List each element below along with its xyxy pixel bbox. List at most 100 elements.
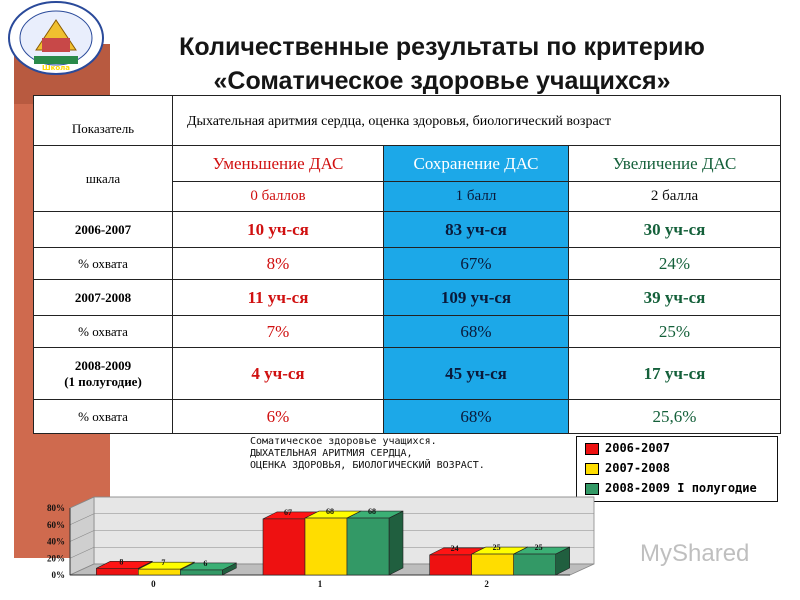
points-0-text: 0 баллов bbox=[250, 188, 306, 204]
school-logo: Школа bbox=[8, 1, 104, 75]
gridline-side bbox=[69, 496, 95, 509]
y-tick-label: 40% bbox=[47, 537, 65, 547]
bar-value-label: 68 bbox=[326, 507, 334, 516]
bar bbox=[96, 567, 139, 576]
count-text: 30 уч-ся bbox=[643, 219, 706, 239]
row-year-text: 2008-2009 bbox=[74, 357, 132, 373]
pct-text: 24% bbox=[658, 253, 691, 273]
header-label: Показатель bbox=[71, 121, 135, 136]
row-year-text: 2007-2008 bbox=[74, 289, 132, 305]
points-2-text: 2 балла bbox=[650, 188, 699, 204]
bar-value-label: 25 bbox=[493, 543, 501, 552]
scale-name-increase: Увеличение ДАС bbox=[568, 145, 781, 182]
row-pct-label: % охвата bbox=[33, 315, 173, 348]
count-text: 109 уч-ся bbox=[440, 287, 512, 307]
header-description-cell: Дыхательная аритмия сердца, оценка здоро… bbox=[172, 95, 781, 146]
pct-text: 25% bbox=[658, 321, 691, 341]
scale-label: шкала bbox=[85, 170, 121, 186]
pct-cell: 67% bbox=[383, 247, 569, 280]
row-year-label: 2006-2007 bbox=[33, 211, 173, 248]
bar-side bbox=[388, 510, 404, 576]
pct-text: 67% bbox=[460, 253, 492, 273]
count-text: 17 уч-ся bbox=[643, 363, 706, 383]
pct-text: 8% bbox=[266, 253, 290, 273]
count-cell: 45 уч-ся bbox=[383, 347, 569, 400]
count-cell: 109 уч-ся bbox=[383, 279, 569, 316]
count-text: 4 уч-ся bbox=[251, 363, 305, 383]
watermark: MyShared bbox=[640, 540, 750, 567]
pct-text: 25,6% bbox=[652, 406, 697, 426]
row-year-text: 2006-2007 bbox=[74, 221, 132, 237]
legend-swatch bbox=[585, 463, 599, 475]
points-1-text: 1 балл bbox=[455, 188, 497, 204]
bar bbox=[180, 569, 223, 576]
points-2: 2 балла bbox=[568, 181, 781, 212]
slide-title-line-1: Количественные результаты по критерию bbox=[179, 33, 705, 61]
pct-cell: 68% bbox=[383, 399, 569, 434]
count-cell: 39 уч-ся bbox=[568, 279, 781, 316]
pct-text: 7% bbox=[266, 321, 290, 341]
slide-title-line-2: «Соматическое здоровье учащихся» bbox=[213, 67, 671, 95]
pct-cell: 25% bbox=[568, 315, 781, 348]
results-table: Показатель Дыхательная аритмия сердца, о… bbox=[33, 95, 781, 434]
row-year-label: 2007-2008 bbox=[33, 279, 173, 316]
chart-title-line-3: ОЦЕНКА ЗДОРОВЬЯ, БИОЛОГИЧЕСКИЙ ВОЗРАСТ. bbox=[250, 460, 485, 471]
row-pct-label: % охвата bbox=[33, 247, 173, 280]
legend-swatch bbox=[585, 443, 599, 455]
gridline-side bbox=[69, 513, 95, 526]
row-year-subtext: (1 полугодие) bbox=[64, 373, 142, 389]
gridline-side bbox=[69, 563, 95, 576]
pct-cell: 6% bbox=[172, 399, 384, 434]
scale-name-decrease: Уменьшение ДАС bbox=[172, 145, 384, 182]
row-year-label: 2008-2009 (1 полугодие) bbox=[33, 347, 173, 400]
count-cell: 83 уч-ся bbox=[383, 211, 569, 248]
bar-value-label: 24 bbox=[451, 544, 459, 553]
y-tick-label: 60% bbox=[47, 520, 65, 530]
count-text: 83 уч-ся bbox=[445, 219, 507, 239]
legend-label: 2006-2007 bbox=[605, 441, 671, 455]
pct-text: 68% bbox=[460, 321, 492, 341]
legend-label: 2007-2008 bbox=[605, 461, 671, 475]
bar bbox=[471, 553, 514, 576]
header-description: Дыхательная аритмия сердца, оценка здоро… bbox=[187, 114, 612, 129]
points-0: 0 баллов bbox=[172, 181, 384, 212]
count-text: 11 уч-ся bbox=[247, 287, 309, 307]
count-text: 10 уч-ся bbox=[247, 219, 309, 239]
bar bbox=[304, 517, 348, 576]
svg-text:Школа: Школа bbox=[42, 64, 70, 72]
bar bbox=[138, 568, 181, 576]
row-pct-label-text: % охвата bbox=[78, 408, 128, 424]
scale-name-decrease-text: Уменьшение ДАС bbox=[212, 153, 344, 173]
y-tick-label: 0% bbox=[52, 570, 66, 580]
chart-legend: 2006-2007 2007-2008 2008-2009 I полугоди… bbox=[576, 436, 778, 502]
scale-name-keep: Сохранение ДАС bbox=[383, 145, 569, 182]
bar-value-label: 67 bbox=[284, 508, 292, 517]
count-text: 39 уч-ся bbox=[643, 287, 706, 307]
chart-title-line-2: ДЫХАТЕЛЬНАЯ АРИТМИЯ СЕРДЦА, bbox=[250, 448, 413, 459]
pct-text: 68% bbox=[460, 406, 492, 426]
y-tick-label: 80% bbox=[47, 503, 65, 513]
pct-cell: 24% bbox=[568, 247, 781, 280]
scale-name-keep-text: Сохранение ДАС bbox=[413, 153, 539, 173]
x-tick-label: 0 bbox=[151, 579, 156, 589]
legend-label: 2008-2009 I полугодие bbox=[605, 481, 757, 495]
pct-cell: 25,6% bbox=[568, 399, 781, 434]
bar-value-label: 8 bbox=[119, 557, 123, 566]
row-pct-label-text: % охвата bbox=[78, 255, 128, 271]
count-cell: 4 уч-ся bbox=[172, 347, 384, 400]
slide-title: Количественные результаты по критерию «С… bbox=[112, 30, 772, 98]
pct-text: 6% bbox=[266, 406, 290, 426]
bar bbox=[513, 553, 556, 576]
pct-cell: 7% bbox=[172, 315, 384, 348]
count-cell: 30 уч-ся bbox=[568, 211, 781, 248]
chart-title-line-1: Соматическое здоровье учащихся. bbox=[250, 436, 437, 447]
bar-value-label: 25 bbox=[535, 543, 543, 552]
legend-swatch bbox=[585, 483, 599, 495]
row-pct-label-text: % охвата bbox=[78, 323, 128, 339]
bar bbox=[262, 518, 306, 576]
points-1: 1 балл bbox=[383, 181, 569, 212]
bar bbox=[346, 517, 390, 576]
row-pct-label: % охвата bbox=[33, 399, 173, 434]
bar bbox=[429, 554, 472, 576]
